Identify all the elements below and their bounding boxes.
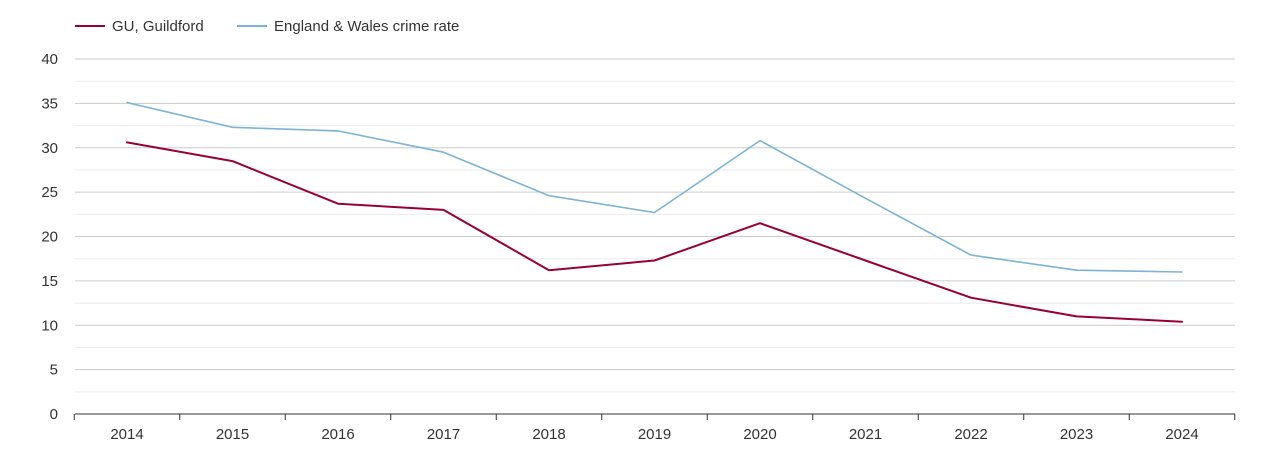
series-line-2 bbox=[126, 101, 1183, 273]
x-tick-label: 2018 bbox=[532, 426, 565, 443]
series-lines bbox=[126, 101, 1183, 323]
x-tick-label: 2015 bbox=[216, 426, 249, 443]
x-tick-label: 2020 bbox=[743, 426, 776, 443]
y-tick-label: 25 bbox=[41, 184, 58, 201]
legend-label-1: GU, Guildford bbox=[112, 18, 204, 35]
legend-label-2: England & Wales crime rate bbox=[274, 18, 459, 35]
gridlines bbox=[75, 58, 1235, 393]
x-tick-label: 2014 bbox=[110, 426, 143, 443]
y-tick-label: 20 bbox=[41, 229, 58, 246]
x-tick-label: 2024 bbox=[1165, 426, 1198, 443]
y-tick-label: 15 bbox=[41, 273, 58, 290]
series-line-1 bbox=[126, 141, 1183, 323]
x-tick-label: 2021 bbox=[849, 426, 882, 443]
x-tick-label: 2019 bbox=[638, 426, 671, 443]
legend: GU, Guildford England & Wales crime rate bbox=[75, 18, 459, 35]
y-tick-label: 40 bbox=[41, 51, 58, 68]
y-tick-label: 10 bbox=[41, 317, 58, 334]
y-tick-label: 30 bbox=[41, 140, 58, 157]
axes: 0 5 10 15 20 25 30 35 40 2014 2015 2016 2017 2018 2019… bbox=[41, 51, 1236, 443]
y-tick-label: 35 bbox=[41, 95, 58, 112]
x-tick-label: 2022 bbox=[954, 426, 987, 443]
y-tick-label: 5 bbox=[50, 362, 58, 379]
x-tick-label: 2023 bbox=[1060, 426, 1093, 443]
x-tick-label: 2016 bbox=[321, 426, 354, 443]
y-tick-label: 0 bbox=[50, 406, 58, 423]
x-tick-label: 2017 bbox=[427, 426, 460, 443]
